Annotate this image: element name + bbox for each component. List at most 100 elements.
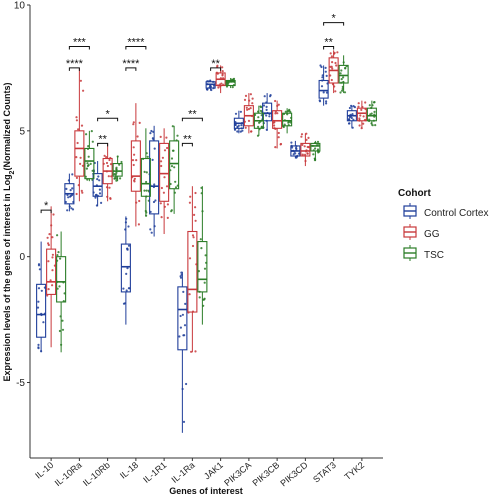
- y-axis-label-part2: (Normalized Counts): [2, 83, 12, 171]
- box-tyk2-gg: [356, 100, 367, 129]
- data-point-control-cortex: [70, 207, 73, 210]
- data-point-gg: [274, 146, 277, 149]
- data-point-control-cortex: [236, 130, 239, 133]
- data-point-control-cortex: [348, 106, 351, 110]
- data-point-tsc: [368, 118, 371, 121]
- data-point-gg: [221, 74, 224, 77]
- significance-bracket: [97, 117, 119, 122]
- data-point-control-cortex: [66, 209, 69, 212]
- data-point-gg: [192, 236, 195, 239]
- data-point-gg: [132, 121, 135, 124]
- data-point-gg: [221, 66, 224, 69]
- data-point-gg: [360, 108, 363, 111]
- box-il-10rb-gg: [102, 143, 113, 202]
- data-point-tsc: [339, 72, 342, 75]
- data-point-gg: [220, 82, 223, 85]
- x-tick-label-il-1r1: IL-1R1: [141, 460, 168, 485]
- data-point-tsc: [113, 177, 116, 180]
- significance-bracket: [210, 67, 222, 71]
- data-point-gg: [136, 135, 139, 138]
- data-point-tsc: [58, 329, 62, 333]
- data-point-gg: [362, 115, 365, 118]
- data-point-tsc: [91, 140, 94, 143]
- data-point-gg: [49, 279, 52, 282]
- data-point-tsc: [61, 328, 65, 331]
- data-point-gg: [132, 123, 135, 126]
- data-point-gg: [51, 256, 54, 259]
- box-pik3cd-gg: [300, 133, 311, 167]
- data-point-gg: [133, 177, 136, 180]
- significance-il-18: ****: [125, 37, 147, 50]
- significance-bracket: [181, 142, 193, 147]
- data-point-gg: [303, 145, 306, 148]
- significance-bracket: [68, 67, 80, 71]
- box-tyk2-tsc: [366, 100, 377, 126]
- data-point-tsc: [87, 145, 90, 148]
- data-point-gg: [277, 103, 280, 106]
- data-point-control-cortex: [351, 113, 354, 116]
- box-body: [197, 241, 208, 293]
- data-point-tsc: [143, 170, 146, 173]
- box-body: [225, 79, 236, 87]
- significance-bracket: [323, 46, 335, 50]
- data-point-control-cortex: [233, 128, 237, 131]
- data-point-gg: [362, 122, 365, 125]
- data-point-gg: [189, 195, 192, 198]
- data-point-tsc: [257, 125, 260, 128]
- data-point-gg: [193, 213, 196, 216]
- data-point-gg: [336, 51, 339, 54]
- data-point-gg: [108, 186, 111, 189]
- data-point-gg: [244, 94, 248, 97]
- data-point-control-cortex: [184, 302, 187, 305]
- data-point-control-cortex: [269, 95, 272, 98]
- data-point-gg: [105, 156, 108, 159]
- box-il-1ra-control-cortex: [177, 271, 188, 433]
- box-body: [159, 142, 170, 202]
- data-point-tsc: [57, 251, 60, 254]
- data-point-gg: [221, 70, 224, 73]
- legend: Cohort Control Cortex GG TSC: [398, 188, 488, 261]
- data-point-gg: [247, 108, 250, 111]
- data-point-gg: [334, 90, 337, 93]
- data-point-tsc: [289, 110, 292, 114]
- y-axis-label-part1: Expression levels of the genes of intere…: [2, 174, 12, 381]
- box-body: [149, 140, 160, 215]
- boxes: [36, 50, 377, 433]
- significance-label: **: [324, 37, 333, 49]
- data-point-control-cortex: [182, 420, 186, 423]
- data-point-control-cortex: [127, 244, 131, 247]
- data-point-control-cortex: [153, 147, 156, 150]
- data-point-control-cortex: [37, 346, 40, 349]
- data-point-control-cortex: [240, 124, 243, 127]
- legend-key-control-cortex: [403, 203, 417, 219]
- data-point-gg: [306, 152, 309, 155]
- data-point-gg: [245, 106, 248, 109]
- data-point-gg: [75, 119, 78, 122]
- data-point-control-cortex: [234, 112, 238, 115]
- data-point-tsc: [203, 281, 206, 284]
- data-point-gg: [364, 101, 367, 104]
- box-body: [169, 140, 180, 190]
- significance-label: **: [188, 108, 197, 120]
- data-point-tsc: [59, 257, 62, 260]
- data-point-control-cortex: [262, 104, 266, 107]
- data-point-tsc: [170, 209, 173, 212]
- significance-il-18: ****: [122, 58, 140, 71]
- box-body: [140, 157, 151, 197]
- data-point-control-cortex: [325, 102, 328, 105]
- data-point-control-cortex: [318, 100, 322, 103]
- box-body: [112, 163, 123, 177]
- data-point-gg: [138, 199, 141, 203]
- significance-il-1ra: **: [181, 133, 193, 147]
- data-point-control-cortex: [65, 187, 68, 190]
- data-point-control-cortex: [94, 196, 97, 199]
- data-point-gg: [357, 105, 360, 108]
- data-point-tsc: [374, 124, 377, 127]
- data-point-control-cortex: [182, 334, 185, 337]
- data-point-gg: [79, 162, 82, 165]
- x-axis-label: Genes of interest: [169, 486, 243, 496]
- data-point-gg: [135, 159, 138, 162]
- significance-label: **: [183, 133, 192, 145]
- significance-label: *: [105, 108, 110, 120]
